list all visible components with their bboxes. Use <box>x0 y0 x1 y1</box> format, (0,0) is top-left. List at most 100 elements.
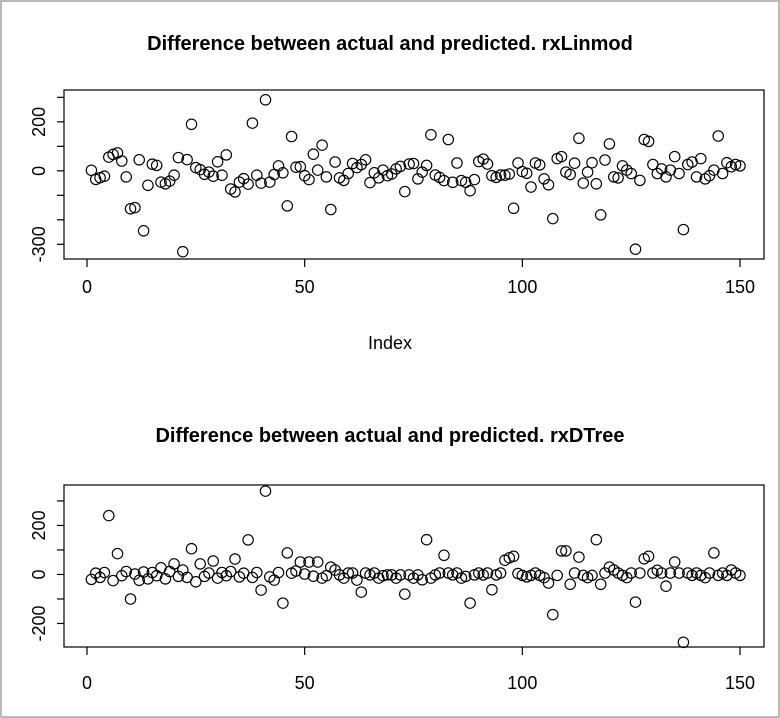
data-point <box>351 574 363 586</box>
data-point <box>303 173 315 186</box>
data-point <box>634 174 646 187</box>
data-point <box>203 567 215 579</box>
y-tick-label: -200 <box>29 605 49 641</box>
data-point <box>290 161 302 173</box>
data-point <box>486 583 498 596</box>
data-point <box>120 171 132 183</box>
data-point <box>185 118 198 131</box>
data-point <box>146 158 159 170</box>
data-point <box>137 566 150 578</box>
data-point <box>342 167 354 180</box>
data-point <box>311 556 324 568</box>
data-point <box>98 170 111 182</box>
data-point <box>577 177 590 189</box>
data-point <box>329 156 341 168</box>
data-point <box>89 567 102 579</box>
data-point <box>677 636 690 649</box>
data-point <box>355 586 368 598</box>
data-point <box>673 567 685 579</box>
data-point <box>542 179 555 191</box>
data-point <box>433 567 446 579</box>
data-point <box>194 558 206 570</box>
data-point <box>259 94 272 106</box>
data-point <box>525 181 537 193</box>
data-point <box>677 223 690 236</box>
data-point <box>207 170 219 182</box>
data-point <box>129 568 141 580</box>
dtree-plot-title: Difference between actual and predicted.… <box>155 425 625 447</box>
data-point <box>399 185 411 198</box>
data-point <box>547 608 559 621</box>
data-point <box>133 154 145 166</box>
data-point <box>168 558 180 570</box>
data-point <box>394 160 407 173</box>
data-point <box>168 169 180 181</box>
data-point <box>346 157 359 170</box>
data-point <box>573 132 585 145</box>
data-point <box>150 159 163 172</box>
data-point <box>642 135 655 148</box>
data-point <box>538 173 550 185</box>
data-point <box>272 566 285 579</box>
data-point <box>660 580 672 592</box>
data-point <box>464 184 476 197</box>
data-point <box>403 158 415 170</box>
data-point <box>442 133 455 146</box>
data-point <box>555 545 568 557</box>
data-point <box>468 173 481 186</box>
data-point <box>242 178 254 190</box>
data-point <box>233 571 246 583</box>
data-point <box>251 169 263 181</box>
data-point <box>629 243 642 255</box>
data-point <box>224 565 237 578</box>
data-point <box>690 171 703 183</box>
data-point <box>542 577 555 589</box>
data-point <box>464 597 476 609</box>
data-point <box>586 156 598 169</box>
data-point <box>307 570 320 582</box>
data-point <box>564 578 576 591</box>
data-point <box>103 509 115 522</box>
data-point <box>612 172 624 184</box>
data-point <box>172 151 185 164</box>
data-point <box>481 158 494 170</box>
data-point <box>259 485 272 497</box>
data-point <box>416 574 428 586</box>
data-point <box>85 573 98 586</box>
data-point <box>721 156 733 169</box>
data-point <box>729 158 742 171</box>
x-tick-label: 100 <box>507 673 537 693</box>
data-point <box>734 569 746 582</box>
data-point <box>177 245 189 258</box>
data-point <box>316 139 328 151</box>
data-point <box>220 569 233 582</box>
data-point <box>251 566 263 579</box>
data-point <box>438 549 450 562</box>
data-point <box>229 553 241 565</box>
data-point <box>599 154 611 166</box>
y-tick-label: 200 <box>29 107 49 137</box>
data-point <box>590 178 603 190</box>
data-point <box>207 555 219 567</box>
data-point <box>229 186 241 198</box>
data-point <box>285 130 298 143</box>
data-point <box>616 160 629 172</box>
data-point <box>590 533 603 546</box>
data-point <box>116 569 128 582</box>
data-point <box>342 567 354 579</box>
data-point <box>555 150 568 163</box>
data-point <box>281 547 294 559</box>
data-point <box>547 212 559 225</box>
data-point <box>111 547 124 560</box>
x-tick-label: 50 <box>295 673 315 693</box>
x-tick-label: 100 <box>507 277 537 297</box>
data-point <box>664 567 677 579</box>
data-point <box>116 155 128 167</box>
data-point <box>420 159 433 172</box>
data-point <box>573 551 585 563</box>
data-point <box>459 570 472 583</box>
data-point <box>629 596 642 608</box>
data-point <box>494 567 507 579</box>
